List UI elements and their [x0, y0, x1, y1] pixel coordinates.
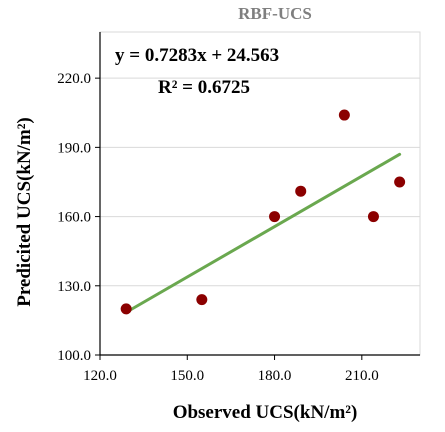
data-point	[269, 211, 281, 223]
trendline-group	[124, 152, 402, 314]
data-point	[338, 109, 350, 121]
x-tick-label: 180.0	[258, 368, 292, 384]
y-tick-label: 190.0	[57, 140, 91, 156]
y-tick-label: 130.0	[57, 279, 91, 295]
y-tick-label: 100.0	[57, 348, 91, 364]
data-points	[120, 109, 406, 315]
trendline-equation: y = 0.7283x + 24.563	[115, 45, 279, 66]
r-squared-label: R² = 0.6725	[158, 77, 250, 98]
y-tick-label: 220.0	[57, 71, 91, 87]
data-point	[295, 185, 307, 197]
data-point	[394, 176, 406, 188]
x-tick-label: 120.0	[83, 368, 117, 384]
data-point	[196, 294, 208, 306]
data-point	[367, 211, 379, 223]
plot-frame	[99, 31, 421, 356]
chart-title: RBF-UCS	[238, 4, 312, 23]
gridlines	[100, 77, 420, 287]
x-axis-ticks: 120.0 150.0 180.0 210.0	[83, 355, 379, 384]
y-axis-ticks: 100.0 130.0 160.0 190.0 220.0	[57, 71, 100, 364]
plot-border	[99, 31, 421, 356]
x-tick-label: 150.0	[170, 368, 204, 384]
x-tick-label: 210.0	[345, 368, 379, 384]
x-axis-label: Observed UCS(kN/m²)	[173, 402, 358, 423]
trendline	[124, 152, 402, 314]
y-axis-label: Predicited UCS(kN/m²)	[14, 117, 35, 307]
data-point	[120, 303, 132, 315]
y-tick-label: 160.0	[57, 210, 91, 226]
